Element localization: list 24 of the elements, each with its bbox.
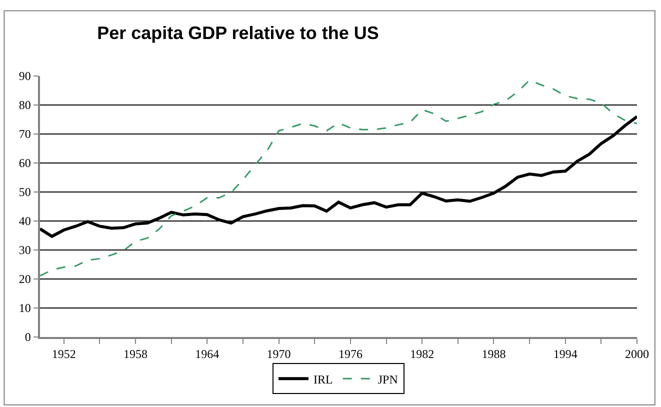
x-tick-label: 1988: [482, 347, 506, 362]
y-tick-label: 0: [24, 330, 31, 344]
x-tick-label: 1970: [266, 347, 291, 362]
chart-title: Per capita GDP relative to the US: [97, 22, 379, 43]
x-tick-label: 1952: [52, 347, 76, 362]
y-tick-label: 30: [18, 243, 31, 258]
x-tick-label: 2000: [625, 347, 649, 362]
y-tick-label: 10: [18, 301, 31, 316]
y-tick-label: 60: [18, 156, 31, 170]
x-tick-label: 1994: [553, 347, 578, 362]
line-series: [40, 79, 637, 277]
x-tick-label: 1958: [124, 347, 148, 362]
x-tick-label: 1982: [410, 347, 434, 362]
y-tick-label: 80: [18, 98, 31, 112]
legend-label: JPN: [378, 372, 398, 386]
x-tick-label: 1964: [195, 347, 220, 362]
y-tick-label: 70: [18, 127, 31, 142]
legend-label: IRL: [314, 372, 333, 386]
y-tick-label: 50: [18, 185, 31, 200]
x-tick-label: 1976: [338, 347, 362, 362]
line-series: [40, 115, 637, 238]
y-tick-label: 20: [18, 272, 31, 286]
y-tick-label: 90: [18, 69, 31, 84]
y-tick-label: 40: [18, 214, 31, 228]
